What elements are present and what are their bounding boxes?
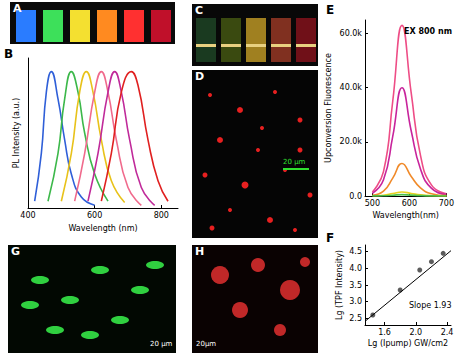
svg-text:400: 400 [20, 211, 35, 220]
svg-text:2.0: 2.0 [409, 328, 422, 337]
svg-text:Wavelength(nm): Wavelength(nm) [372, 211, 439, 220]
svg-text:A: A [13, 2, 22, 15]
svg-text:20 μm: 20 μm [150, 340, 173, 348]
svg-text:1.6: 1.6 [378, 328, 391, 337]
svg-text:40.0k: 40.0k [340, 83, 363, 92]
svg-text:20μm: 20μm [196, 340, 216, 348]
svg-text:H: H [195, 245, 204, 258]
svg-text:800: 800 [154, 211, 169, 220]
svg-text:Lg (TPF Intensity): Lg (TPF Intensity) [335, 250, 344, 320]
svg-text:500: 500 [365, 199, 380, 208]
svg-text:4.5: 4.5 [349, 247, 362, 256]
svg-text:B: B [4, 47, 13, 61]
svg-text:Slope 1.93: Slope 1.93 [409, 301, 452, 310]
svg-text:20.0k: 20.0k [340, 137, 363, 146]
svg-text:E: E [326, 3, 334, 17]
svg-text:4.0: 4.0 [349, 264, 362, 273]
svg-text:F: F [326, 231, 334, 245]
svg-text:600: 600 [402, 199, 417, 208]
svg-text:2.4: 2.4 [441, 328, 454, 337]
svg-text:60.0k: 60.0k [340, 29, 363, 38]
svg-text:D: D [195, 70, 204, 83]
svg-text:G: G [11, 245, 20, 258]
svg-text:Wavelength (nm): Wavelength (nm) [68, 224, 137, 233]
svg-text:Lg (Ipump) GW/cm2: Lg (Ipump) GW/cm2 [368, 339, 448, 348]
svg-text:600: 600 [87, 211, 102, 220]
svg-text:Upconversion Fluorescence: Upconversion Fluorescence [324, 53, 333, 163]
svg-text:PL Intensity (a.u.): PL Intensity (a.u.) [12, 98, 21, 169]
svg-text:3.0: 3.0 [349, 297, 362, 306]
svg-text:0.0: 0.0 [349, 192, 362, 201]
svg-text:2.5: 2.5 [349, 314, 362, 323]
svg-text:700: 700 [439, 199, 454, 208]
svg-text:C: C [195, 4, 203, 17]
svg-text:20 μm: 20 μm [283, 158, 306, 166]
svg-text:3.5: 3.5 [349, 281, 362, 290]
svg-text:EX 800 nm: EX 800 nm [404, 27, 452, 36]
